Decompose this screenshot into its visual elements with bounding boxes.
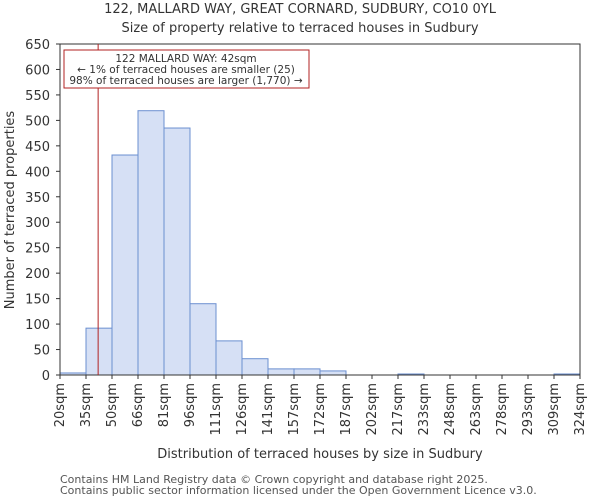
- y-tick-label: 50: [33, 344, 50, 359]
- y-tick-label: 300: [25, 216, 50, 231]
- y-axis-ticks: 0 50 100 150 200 250 300 350 400 450 500 550 600 650: [25, 38, 60, 384]
- x-tick-label: 248sqm: [443, 383, 458, 436]
- x-tick-label: 187sqm: [339, 383, 354, 436]
- x-tick-label: 141sqm: [261, 383, 276, 436]
- x-tick-label: 293sqm: [521, 383, 536, 436]
- footer-line-1: Contains HM Land Registry data © Crown c…: [60, 473, 488, 486]
- histogram-bar: [267, 368, 295, 376]
- x-tick-label: 111sqm: [209, 383, 224, 436]
- histogram-bar: [241, 358, 269, 376]
- y-tick-label: 200: [25, 267, 50, 282]
- y-tick-label: 600: [25, 63, 50, 78]
- histogram-bar: [319, 370, 347, 376]
- histogram-bar: [111, 154, 139, 376]
- y-tick-label: 500: [25, 114, 50, 129]
- x-tick-label: 35sqm: [79, 383, 94, 427]
- histogram-bar: [163, 127, 191, 376]
- x-tick-label: 233sqm: [417, 383, 432, 436]
- histogram-bar: [137, 110, 165, 376]
- x-tick-label: 172sqm: [313, 383, 328, 436]
- x-tick-label: 202sqm: [365, 383, 380, 436]
- y-tick-label: 0: [42, 369, 50, 384]
- x-tick-label: 278sqm: [495, 383, 510, 436]
- y-tick-label: 100: [25, 318, 50, 333]
- x-axis-ticks: 20sqm 35sqm 50sqm 66sqm 81sqm 96sqm 111sqm 126s…: [53, 375, 588, 436]
- annotation-box: [63, 49, 310, 89]
- x-tick-label: 66sqm: [131, 383, 146, 427]
- x-axis-label: Distribution of terraced houses by size …: [157, 447, 483, 462]
- bars: [59, 110, 581, 376]
- x-tick-label: 217sqm: [391, 383, 406, 436]
- x-tick-label: 96sqm: [183, 383, 198, 427]
- x-tick-label: 309sqm: [547, 383, 562, 436]
- histogram-bar: [215, 340, 243, 376]
- x-tick-label: 126sqm: [235, 383, 250, 436]
- x-tick-label: 263sqm: [469, 383, 484, 436]
- y-tick-label: 250: [25, 242, 50, 257]
- x-tick-label: 20sqm: [53, 383, 68, 427]
- y-tick-label: 400: [25, 165, 50, 180]
- footer-line-2: Contains public sector information licen…: [60, 484, 537, 497]
- y-tick-label: 550: [25, 89, 50, 104]
- annotation-line-3: 98% of terraced houses are larger (1,770…: [69, 75, 302, 87]
- y-tick-label: 650: [25, 38, 50, 53]
- chart-subtitle: Size of property relative to terraced ho…: [121, 21, 478, 36]
- y-tick-label: 350: [25, 191, 50, 206]
- y-tick-label: 150: [25, 293, 50, 308]
- annotation-line-1: 122 MALLARD WAY: 42sqm: [115, 53, 256, 65]
- histogram-bar: [293, 368, 321, 376]
- x-tick-label: 324sqm: [573, 383, 588, 436]
- annotation: 122 MALLARD WAY: 42sqm ← 1% of terraced …: [63, 49, 310, 89]
- x-tick-label: 81sqm: [157, 383, 172, 427]
- y-axis-label: Number of terraced properties: [3, 111, 18, 310]
- chart-title: 122, MALLARD WAY, GREAT CORNARD, SUDBURY…: [104, 2, 497, 17]
- x-tick-label: 50sqm: [105, 383, 120, 427]
- y-tick-label: 450: [25, 140, 50, 155]
- histogram-bar: [189, 303, 217, 376]
- histogram-bar: [85, 327, 113, 376]
- annotation-line-2: ← 1% of terraced houses are smaller (25): [77, 64, 295, 76]
- x-tick-label: 157sqm: [287, 383, 302, 436]
